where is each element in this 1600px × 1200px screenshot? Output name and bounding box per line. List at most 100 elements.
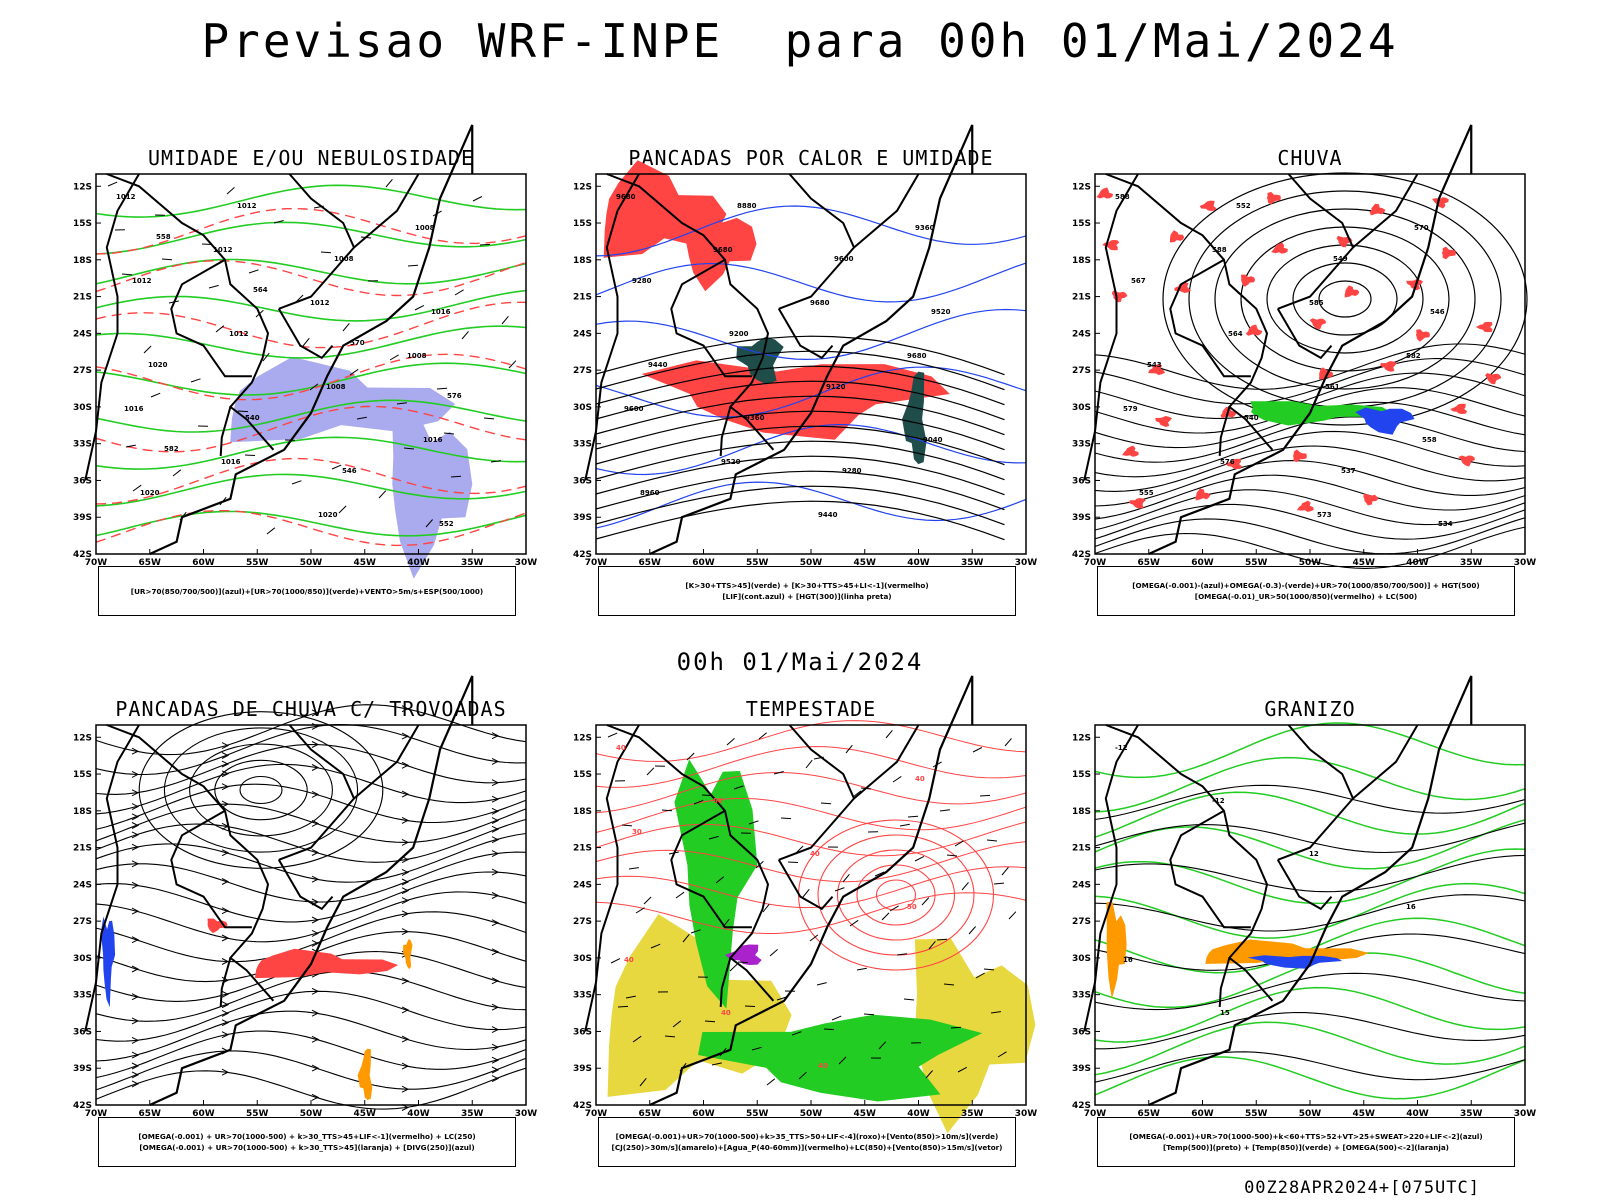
contour-label: 570 [350, 339, 365, 347]
lon-tick-label: 70W [85, 558, 108, 568]
map-frame [595, 724, 1027, 1106]
hgt500-contour [1094, 445, 1526, 492]
wind-vector [672, 1020, 682, 1028]
wind-vector [490, 460, 501, 463]
wind-vector [914, 855, 925, 862]
contour-label: 50 [713, 797, 723, 805]
contour-label: 1020 [148, 361, 168, 369]
stream-arrow [221, 907, 230, 915]
country-border [1105, 173, 1274, 451]
hgt500-contour [1318, 280, 1372, 318]
contour-label: 9520 [721, 458, 741, 466]
lc250-contour [189, 743, 333, 837]
contour-label: 12 [1309, 850, 1319, 858]
country-border [1352, 173, 1419, 249]
wind-vector [621, 824, 633, 827]
stream-arrow [401, 928, 410, 936]
stream-arrow [491, 779, 500, 787]
contour-label: 9200 [729, 330, 749, 338]
streamline [95, 832, 527, 883]
country-border [777, 308, 834, 360]
panel-legend: [OMEGA(-0.001) + UR>70(1000-500) + k>30_… [98, 1117, 516, 1167]
map-bg [96, 725, 526, 1105]
wind-vector [762, 903, 770, 913]
wind-vector [690, 929, 701, 934]
contour-label: 558 [1422, 436, 1437, 444]
rain-red-patch [1148, 363, 1165, 375]
country-border [1276, 859, 1333, 911]
country-border [670, 809, 752, 929]
lat-tick-label: 42S [1072, 1101, 1091, 1111]
hgt300-contour [595, 395, 1005, 436]
wind-vector [356, 416, 367, 420]
wind-vector [425, 519, 433, 528]
stream-arrow [491, 732, 500, 740]
humidity-green-contour [95, 510, 527, 537]
hgt300-contour [595, 380, 1005, 421]
stream-arrow [311, 987, 320, 995]
rain-red-patch [1441, 246, 1456, 260]
wind-vector [715, 876, 725, 884]
wind-vector [805, 759, 813, 769]
water-red-contour [595, 771, 1027, 814]
stream-arrow [401, 816, 410, 824]
temp850-contour [1094, 882, 1526, 939]
lon-tick-label: 45W [1353, 558, 1376, 568]
wind-vector [107, 181, 118, 187]
lon-tick-label: 45W [354, 558, 377, 568]
coastline [649, 124, 974, 556]
legend-line: [Temp(500)](preto) + [Temp(850)](verde) … [1163, 1143, 1449, 1152]
wind-vector [896, 953, 907, 956]
country-border [1218, 406, 1231, 456]
wind-vector [125, 444, 136, 448]
lat-tick-label: 24S [1072, 880, 1091, 890]
contour-label: 9600 [624, 405, 644, 413]
hgt300-contour [595, 410, 1005, 451]
contour-label: 546 [342, 467, 357, 475]
lat-tick-label: 30S [573, 954, 592, 964]
panel-title: UMIDADE E/OU NEBULOSIDADE [147, 146, 475, 170]
country-border [1169, 258, 1251, 378]
lat-tick-label: 33S [573, 440, 592, 450]
rain-red-patch [1169, 230, 1185, 243]
wind-vector [407, 264, 419, 267]
lon-tick-label: 30W [515, 558, 538, 568]
contour-label: 9440 [648, 361, 668, 369]
lon-tick-label: 55W [246, 558, 269, 568]
stream-arrow [131, 747, 140, 755]
contour-label: 50 [907, 903, 917, 911]
contour-label: 1012 [213, 246, 233, 254]
lat-tick-label: 27S [73, 917, 92, 927]
wind-vector [874, 871, 885, 877]
thickness-contour [95, 207, 527, 255]
coastline [149, 124, 474, 556]
lat-tick-label: 33S [1072, 991, 1091, 1001]
contour-label: 1012 [132, 277, 152, 285]
stream-arrow [401, 1035, 410, 1043]
lat-tick-label: 24S [573, 880, 592, 890]
stream-arrow [311, 709, 320, 717]
wind-vector [773, 771, 784, 775]
stream-arrow [401, 868, 410, 876]
rain-red-patch [1155, 416, 1172, 427]
contour-label: 40 [810, 850, 820, 858]
wind-vector [852, 790, 862, 798]
stream-arrow [401, 897, 410, 905]
wind-vector [607, 732, 618, 738]
lat-tick-label: 30S [73, 403, 92, 413]
water-red-contour [817, 834, 975, 956]
thickness-contour [95, 301, 526, 349]
lat-tick-label: 30S [1072, 954, 1091, 964]
wind-vector [903, 998, 915, 1001]
legend-line: [K>30+TTS>45](verde) + [K>30+TTS>45+LI<-… [685, 581, 929, 590]
wind-vector [403, 447, 415, 450]
country-border [606, 173, 775, 451]
stream-arrow [401, 1085, 410, 1093]
lon-tick-label: 40W [1406, 1109, 1429, 1119]
wind-vector [936, 938, 948, 941]
lat-tick-label: 27S [1072, 917, 1091, 927]
stream-arrow [131, 936, 140, 944]
wind-vector [273, 220, 284, 224]
country-border [170, 258, 252, 378]
thickness-contour [95, 457, 527, 505]
